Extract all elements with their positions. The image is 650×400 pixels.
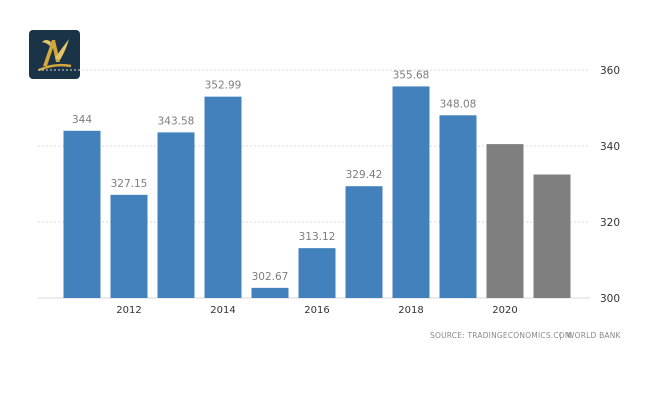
bar-value-label: 343.58: [158, 115, 195, 127]
bar-value-label: 344: [72, 114, 92, 126]
source-note: SOURCE: TRADINGECONOMICS.COM | WORLD BAN…: [430, 331, 622, 340]
source-separator: |: [559, 331, 562, 340]
bar-value-label: 327.15: [111, 178, 148, 190]
bars: [63, 86, 571, 299]
brand-logo-icon: [29, 30, 80, 79]
bar-value-label: 348.08: [440, 98, 477, 110]
bar: [110, 194, 148, 298]
y-tick-label: 320: [600, 217, 620, 229]
source-right: WORLD BANK: [567, 331, 622, 340]
bar-value-label: 355.68: [393, 69, 430, 81]
bar-value-label: 313.12: [299, 231, 336, 243]
source-left: SOURCE: TRADINGECONOMICS.COM: [430, 331, 572, 340]
y-tick-label: 300: [600, 293, 620, 305]
y-tick-label: 360: [600, 65, 620, 77]
bar: [63, 130, 101, 298]
bar: [157, 132, 195, 298]
x-tick-label: 2016: [304, 305, 329, 316]
data-labels: 344 327.15 343.58 352.99 302.67 313.12 329.42 3…: [72, 69, 476, 282]
x-tick-label: 2014: [210, 305, 235, 316]
x-tick-label: 2020: [492, 305, 517, 316]
bar-value-label: 302.67: [252, 271, 289, 283]
y-tick-label: 340: [600, 141, 620, 153]
forecast-bar: [486, 144, 524, 298]
y-axis-ticks: 300 320 340 360: [600, 65, 620, 305]
bar: [392, 86, 430, 298]
bar: [204, 96, 242, 298]
x-tick-label: 2018: [398, 305, 423, 316]
bar: [298, 248, 336, 298]
forecast-bar: [533, 174, 571, 298]
x-axis-ticks: 2012 2014 2016 2018 2020: [116, 305, 517, 316]
x-tick-label: 2012: [116, 305, 141, 316]
bar: [439, 115, 477, 299]
bar: [251, 287, 289, 298]
bar-value-label: 329.42: [346, 169, 383, 181]
brand-logo: [29, 30, 80, 79]
bar: [345, 186, 383, 298]
bar-value-label: 352.99: [205, 80, 242, 92]
